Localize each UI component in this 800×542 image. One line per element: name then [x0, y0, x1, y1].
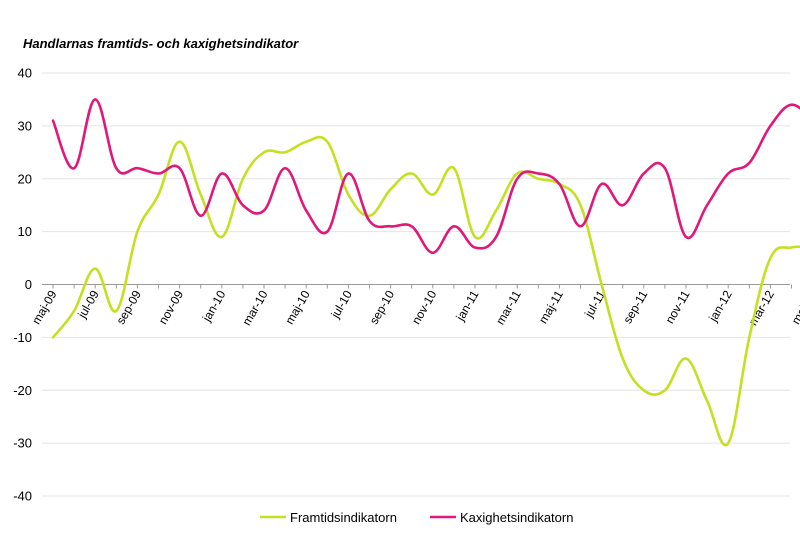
- y-tick-label: 40: [18, 66, 32, 81]
- y-tick-label: 30: [18, 118, 32, 133]
- legend: Framtidsindikatorn Kaxighetsindikatorn: [260, 510, 573, 525]
- y-tick-label: -30: [13, 436, 32, 451]
- x-tick-label: mar-12: [746, 288, 777, 328]
- x-tick-label: nov-11: [663, 288, 693, 326]
- x-tick-label: maj-09: [29, 288, 60, 327]
- legend-label: Framtidsindikatorn: [290, 510, 397, 525]
- y-tick-label: -20: [13, 383, 32, 398]
- x-axis-tick-labels: maj-09 jul-09 sep-09 nov-09 jan-10 mar-10 maj-…: [29, 288, 800, 328]
- y-tick-label: 20: [18, 171, 32, 186]
- x-tick-label: maj-10: [282, 288, 313, 327]
- series-lines: [51, 98, 800, 447]
- y-tick-label: 0: [25, 277, 32, 292]
- x-tick-label: mar-11: [493, 288, 524, 327]
- x-tick-label: nov-09: [156, 288, 187, 327]
- y-tick-label: -10: [13, 330, 32, 345]
- y-tick-label: 10: [18, 224, 32, 239]
- x-axis: [42, 284, 792, 289]
- x-tick-label: maj-11: [536, 288, 566, 326]
- x-tick-label: maj-12: [789, 288, 800, 327]
- series-line-framtidsindikatorn: [51, 135, 800, 447]
- x-tick-label: jan-10: [199, 288, 228, 325]
- x-tick-label: sep-11: [620, 288, 650, 326]
- x-tick-label: jan-12: [705, 288, 734, 325]
- x-tick-label: nov-10: [409, 288, 440, 327]
- y-tick-label: -40: [13, 489, 32, 504]
- series-line-kaxighetsindikatorn: [51, 98, 800, 255]
- chart-title: Handlarnas framtids- och kaxighetsindika…: [23, 36, 299, 51]
- y-axis-tick-labels: 40 30 20 10 0 -10 -20 -30 -40: [13, 66, 32, 504]
- x-tick-label: mar-10: [239, 288, 270, 328]
- legend-label: Kaxighetsindikatorn: [460, 510, 573, 525]
- x-tick-label: jul-10: [328, 288, 355, 322]
- x-tick-label: jan-11: [453, 288, 482, 324]
- x-tick-label: sep-10: [367, 288, 398, 327]
